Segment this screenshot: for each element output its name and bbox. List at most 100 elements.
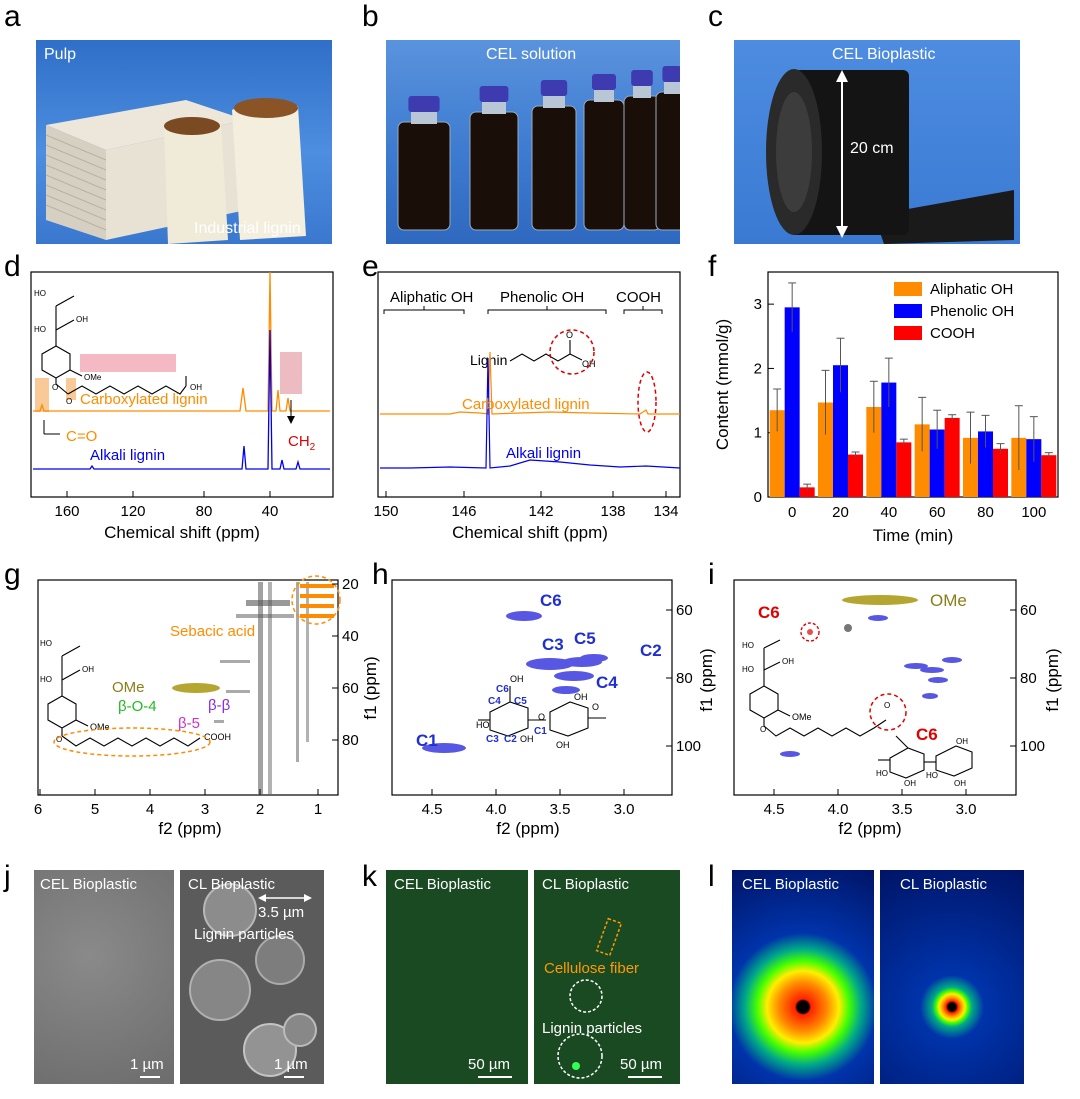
ylabel-i: f1 (ppm) xyxy=(1043,648,1062,711)
label-c5-h: C5 xyxy=(574,629,596,648)
ytick-g-40: 40 xyxy=(342,628,359,645)
bar-cooh xyxy=(848,454,863,497)
struct-g-o: O xyxy=(56,735,62,744)
sem-cl-image: CL Bioplastic 3.5 µm Lignin particles 1 … xyxy=(180,870,324,1084)
tick-g-1: 1 xyxy=(314,801,322,818)
panel-label-i: i xyxy=(708,558,715,591)
struct-h-oh4: OH xyxy=(556,740,570,750)
fluor-cel-image: CEL Bioplastic 50 µm xyxy=(386,870,528,1084)
struct-d-ome: OMe xyxy=(84,373,102,382)
bar-cooh xyxy=(993,448,1008,497)
struct-d-ho1: HO xyxy=(34,289,46,298)
xtick-label-f: 40 xyxy=(880,504,897,521)
struct-d-oh: OH xyxy=(76,315,88,324)
xtick-label-f: 60 xyxy=(929,504,946,521)
label-bb: β-β xyxy=(208,697,231,714)
panel-label-a: a xyxy=(4,0,21,33)
fluor-cl-image: CL Bioplastic Cellulose fiber Lignin par… xyxy=(534,870,680,1084)
struct-e-oh: OH xyxy=(582,359,596,369)
struct-i-ome: OMe xyxy=(792,712,812,722)
trace-label-alkali-d: Alkali lignin xyxy=(90,447,165,464)
plot-frame-f xyxy=(767,271,1059,498)
struct-d-o: O xyxy=(52,383,58,392)
struct-d-oh-end: OH xyxy=(190,383,202,392)
struct-i-oh: OH xyxy=(782,657,794,666)
photo-caption-industrial-lignin: Industrial lignin xyxy=(194,220,301,237)
cellulose-cross-peaks xyxy=(422,611,608,753)
sem-cel-scale: 1 µm xyxy=(130,1056,164,1073)
tick-d-80: 80 xyxy=(196,503,213,520)
struct-g-ho2: HO xyxy=(40,675,52,684)
ylabel-g: f1 (ppm) xyxy=(361,656,380,719)
label-c6b-i: C6 xyxy=(916,725,938,744)
scale-bar-k-right xyxy=(628,1076,662,1078)
xlabel-h: f2 (ppm) xyxy=(496,819,559,838)
bar-cooh xyxy=(944,417,960,497)
tick-i-3.0: 3.0 xyxy=(956,801,977,818)
saxs-cl-title: CL Bioplastic xyxy=(900,876,987,893)
label-c4-h: C4 xyxy=(596,673,618,692)
roll-art xyxy=(766,69,1014,244)
fluor-cel-title: CEL Bioplastic xyxy=(394,876,491,893)
photo-title-cel-bioplastic: CEL Bioplastic xyxy=(832,46,936,63)
ytick-h-80: 80 xyxy=(676,670,693,687)
ylabel-h: f1 (ppm) xyxy=(697,648,716,711)
struct-i-o: O xyxy=(760,725,766,734)
tick-e-150: 150 xyxy=(373,503,398,520)
annotation-ch2: CH2 xyxy=(288,433,316,453)
ome-peak-i xyxy=(842,595,918,605)
struct-h-oh3: OH xyxy=(574,692,588,702)
label-ome-i: OMe xyxy=(930,591,967,610)
bar-phenolic-oh xyxy=(978,431,993,497)
struct-e-lignin: Lignin xyxy=(470,352,507,368)
struct-d-ho2: HO xyxy=(34,325,46,334)
bar-phenolic-oh xyxy=(1026,439,1042,497)
bar-cooh xyxy=(896,442,912,497)
struct-h-oh1: OH xyxy=(510,674,524,684)
sem-cel-title: CEL Bioplastic xyxy=(40,876,137,893)
struct-i-ho3: HO xyxy=(876,769,888,778)
struct-i-oh3: OH xyxy=(904,779,916,788)
struct-i-oh5: OH xyxy=(954,779,966,788)
struct-i-ho1: HO xyxy=(742,641,754,650)
xlabel-g: f2 (ppm) xyxy=(158,819,221,838)
struct-e-o: O xyxy=(566,330,573,340)
cel-solution-photo: CEL solution xyxy=(386,40,680,244)
xtick-label-f: 100 xyxy=(1021,504,1046,521)
bar-aliphatic-oh xyxy=(963,437,978,497)
bottle xyxy=(531,80,577,231)
bar-cooh xyxy=(799,487,815,497)
panel-label-f: f xyxy=(708,250,717,283)
fluor-cl-features xyxy=(557,917,623,1079)
bar-cooh xyxy=(1041,455,1057,497)
cel-bioplastic-photo: CEL Bioplastic 20 cm xyxy=(734,40,1020,244)
label-sebacic-acid: Sebacic acid xyxy=(170,623,255,640)
fluor-cl-scale: 50 µm xyxy=(620,1056,662,1073)
panel-e-nmr: Aliphatic OH Phenolic OH COOH Lignin O O… xyxy=(373,271,681,542)
xtick-label-f: 0 xyxy=(788,504,796,521)
bottle xyxy=(397,96,451,231)
bar-phenolic-oh xyxy=(881,382,897,497)
legend-swatch xyxy=(894,304,922,318)
panel-label-c: c xyxy=(708,0,723,33)
cooh-peak-ellipse xyxy=(637,371,657,433)
sem-cl-title: CL Bioplastic xyxy=(188,876,275,893)
struct-i-ho4: HO xyxy=(926,771,938,780)
struct-h-c5: C5 xyxy=(514,696,527,707)
panel-label-h: h xyxy=(372,558,389,591)
label-b5: β-5 xyxy=(178,715,200,732)
tick-i-3.5: 3.5 xyxy=(892,801,913,818)
panel-g-hsqc: Sebacic acid OMe β-O-4 β-β β-5 HO HO OH … xyxy=(34,575,380,838)
bottle xyxy=(583,74,625,231)
scale-bar-j-left xyxy=(140,1076,160,1078)
xlabel-f: Time (min) xyxy=(873,526,954,545)
legend-label: COOH xyxy=(930,325,975,342)
struct-h-o1: O xyxy=(538,712,545,722)
sem-particles xyxy=(189,883,317,1077)
tick-h-4.0: 4.0 xyxy=(486,801,507,818)
sem-particles-label: Lignin particles xyxy=(194,926,295,943)
lignin-bag-right xyxy=(232,98,306,240)
struct-i-oh4: OH xyxy=(956,737,968,746)
sem-cl-scale: 1 µm xyxy=(274,1056,308,1073)
film-sheet xyxy=(874,190,1014,244)
